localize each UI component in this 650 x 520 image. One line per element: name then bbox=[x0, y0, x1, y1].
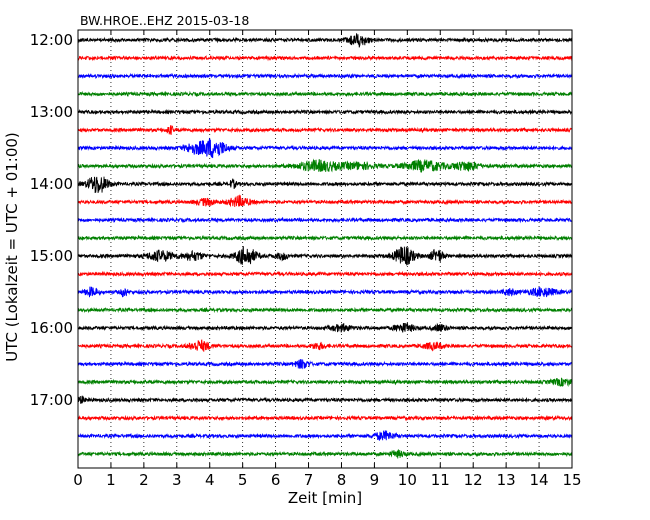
x-tick-label: 7 bbox=[304, 471, 314, 489]
x-axis-label: Zeit [min] bbox=[288, 489, 362, 507]
seismogram-trace bbox=[77, 449, 573, 459]
seismogram-trace bbox=[77, 414, 573, 422]
seismogram-trace bbox=[77, 322, 573, 333]
y-tick-label: 15:00 bbox=[30, 247, 73, 265]
seismogram-trace bbox=[77, 270, 573, 278]
x-tick-label: 15 bbox=[562, 471, 581, 489]
x-tick-label: 13 bbox=[497, 471, 516, 489]
y-tick-label: 16:00 bbox=[30, 319, 73, 337]
x-tick-label: 2 bbox=[139, 471, 149, 489]
seismogram-trace bbox=[77, 286, 573, 298]
x-tick-label: 4 bbox=[205, 471, 215, 489]
seismogram-trace bbox=[77, 194, 573, 208]
seismogram-trace bbox=[77, 216, 573, 224]
y-tick-label: 14:00 bbox=[30, 175, 73, 193]
y-tick-label: 13:00 bbox=[30, 103, 73, 121]
seismogram-trace bbox=[77, 306, 573, 314]
seismogram-trace bbox=[77, 339, 573, 352]
x-tick-label: 10 bbox=[398, 471, 417, 489]
x-tick-label: 11 bbox=[431, 471, 450, 489]
y-axis: 12:00 13:00 14:00 15:00 16:00 17:00 bbox=[30, 31, 572, 409]
seismogram-trace bbox=[77, 54, 573, 62]
seismogram-trace bbox=[77, 137, 573, 159]
x-tick-label: 14 bbox=[530, 471, 549, 489]
x-tick-label: 3 bbox=[172, 471, 182, 489]
y-tick-label: 12:00 bbox=[30, 31, 73, 49]
x-tick-label: 9 bbox=[370, 471, 380, 489]
seismogram-trace bbox=[77, 430, 573, 441]
seismogram-trace bbox=[77, 90, 573, 98]
x-tick-label: 0 bbox=[73, 471, 83, 489]
plot-frame bbox=[77, 29, 573, 469]
seismogram-trace bbox=[77, 108, 573, 116]
seismogram-trace bbox=[77, 377, 573, 388]
seismogram-trace bbox=[77, 158, 573, 173]
seismogram-trace bbox=[77, 359, 573, 370]
seismogram-trace bbox=[77, 125, 573, 135]
seismogram-trace bbox=[77, 246, 573, 266]
x-tick-label: 12 bbox=[464, 471, 483, 489]
x-tick-label: 6 bbox=[271, 471, 281, 489]
seismogram-trace bbox=[77, 176, 573, 194]
seismogram-trace bbox=[77, 395, 573, 404]
seismogram-trace bbox=[77, 33, 573, 48]
seismogram-trace bbox=[77, 72, 573, 80]
seismogram-trace bbox=[77, 234, 573, 242]
chart-title: BW.HROE..EHZ 2015-03-18 bbox=[80, 13, 249, 28]
x-tick-label: 8 bbox=[337, 471, 347, 489]
y-tick-label: 17:00 bbox=[30, 391, 73, 409]
x-tick-label: 5 bbox=[238, 471, 248, 489]
x-axis: 0 1 2 3 4 5 6 7 8 9 10 11 12 13 14 15 bbox=[73, 30, 582, 489]
trace-layer bbox=[77, 33, 573, 459]
y-axis-label: UTC (Lokalzeit = UTC + 01:00) bbox=[3, 132, 21, 362]
x-tick-label: 1 bbox=[106, 471, 116, 489]
